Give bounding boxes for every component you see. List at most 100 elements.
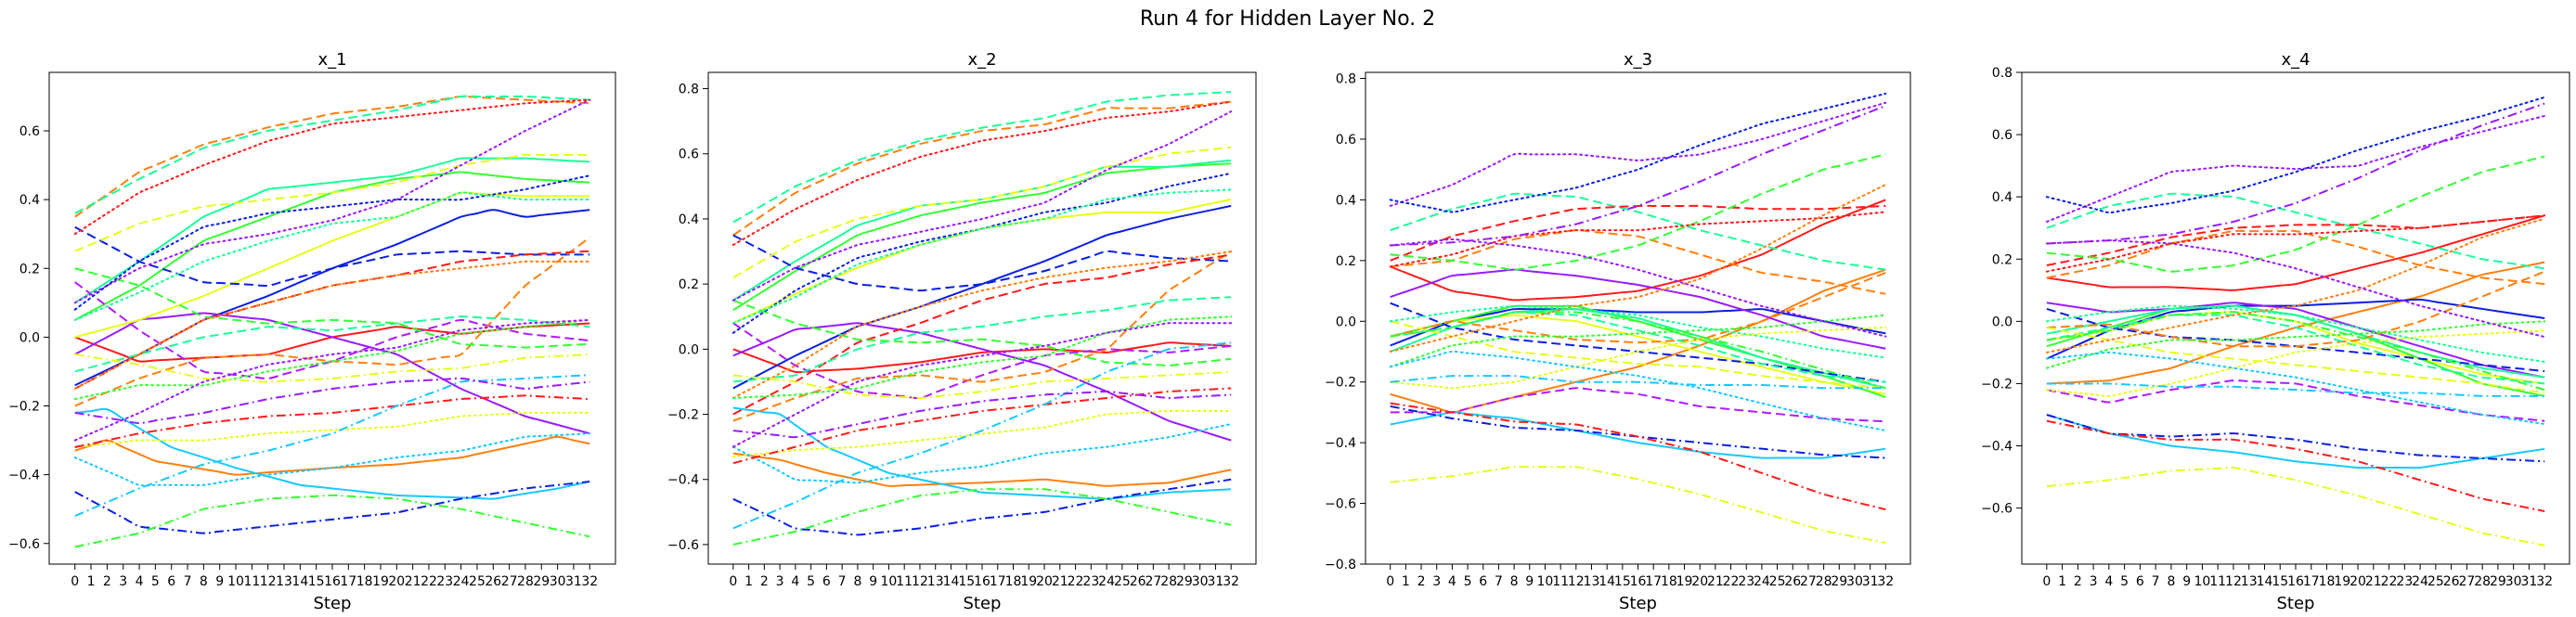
series-line-14 <box>1390 204 1886 262</box>
series-line-17 <box>2046 155 2545 273</box>
series-line-6 <box>74 191 590 339</box>
y-tick-label: −0.4 <box>1981 440 2013 455</box>
x-tick-label: 1 <box>2058 574 2066 589</box>
x-tick-label: 18 <box>1661 574 1677 589</box>
series-line-21 <box>731 251 1233 399</box>
series-line-16 <box>1390 320 1886 390</box>
x-tick-label: 18 <box>2319 574 2336 589</box>
x-tick-label: 21 <box>1052 574 1068 589</box>
series-line-4 <box>732 204 1232 390</box>
series-line-29 <box>74 394 590 448</box>
x-tick-label: 29 <box>1176 574 1193 589</box>
x-tick-label: 5 <box>151 574 160 589</box>
x-tick-label: 13 <box>2241 574 2258 589</box>
x-tick-label: 22 <box>2381 574 2398 589</box>
x-tick-label: 2 <box>2074 574 2082 589</box>
x-tick-label: 30 <box>1846 574 1863 589</box>
axis-title: x_4 <box>2281 50 2310 70</box>
series-line-7 <box>74 171 590 321</box>
series-line-1 <box>2046 214 2545 291</box>
series-line-9 <box>732 100 1232 237</box>
x-tick-label: 24 <box>453 574 470 589</box>
x-tick-label: 2 <box>103 574 111 589</box>
x-tick-label: 16 <box>324 574 341 589</box>
x-tick-label: 22 <box>421 574 437 589</box>
series-line-18 <box>1389 101 1887 207</box>
series-line-2 <box>1390 268 1886 414</box>
y-tick-label: −0.4 <box>1325 436 1356 451</box>
series-line-6 <box>2046 311 2545 385</box>
series-line-13 <box>732 251 1232 422</box>
series-line-8 <box>74 157 590 304</box>
x-tick-label: 19 <box>1676 574 1693 589</box>
series-line-32 <box>74 353 590 383</box>
series-line-6 <box>1390 314 1886 395</box>
series-line-26 <box>73 318 591 442</box>
x-axis-label: Step <box>314 594 352 613</box>
x-tick-label: 32 <box>1223 574 1239 589</box>
x-tick-label: 28 <box>517 574 534 589</box>
series-line-10 <box>732 91 1232 224</box>
x-tick-label: 6 <box>2136 574 2144 589</box>
x-tick-label: 32 <box>2536 574 2553 589</box>
series-line-4 <box>1390 307 1886 347</box>
x-tick-label: 4 <box>791 574 799 589</box>
series-line-23 <box>1389 314 1887 368</box>
y-tick-label: 0.6 <box>19 124 40 139</box>
series-line-2 <box>74 435 590 476</box>
x-tick-label: 29 <box>2490 574 2506 589</box>
x-tick-label: 28 <box>1816 574 1832 589</box>
y-tick-label: −0.8 <box>1325 558 1356 572</box>
series-line-3 <box>732 406 1232 500</box>
x-tick-label: 26 <box>2443 574 2460 589</box>
axis-title: x_1 <box>317 50 346 70</box>
series-line-9 <box>1390 229 1886 295</box>
x-tick-label: 1 <box>744 574 753 589</box>
y-tick-label: 0.2 <box>19 262 40 276</box>
series-line-5 <box>74 312 590 435</box>
x-tick-label: 27 <box>1145 574 1161 589</box>
x-tick-label: 5 <box>807 574 815 589</box>
x-tick-label: 9 <box>2182 574 2191 589</box>
series-line-21 <box>73 260 591 390</box>
series-line-16 <box>732 146 1232 278</box>
x-tick-label: 32 <box>1877 574 1894 589</box>
series-line-27 <box>2046 414 2545 463</box>
y-tick-label: 0.2 <box>1992 252 2013 267</box>
x-tick-label: 21 <box>405 574 421 589</box>
x-tick-label: 11 <box>2209 574 2226 589</box>
series-line-25 <box>1389 350 1887 432</box>
series-line-16 <box>2046 327 2545 394</box>
x-tick-label: 8 <box>200 574 208 589</box>
y-tick-label: 0.6 <box>1336 133 1356 148</box>
x-tick-label: 6 <box>167 574 175 589</box>
x-tick-label: 11 <box>243 574 260 589</box>
y-tick-label: 0.6 <box>679 148 699 162</box>
series-line-6 <box>732 198 1232 325</box>
series-line-25 <box>731 423 1233 484</box>
x-tick-label: 0 <box>729 574 737 589</box>
x-tick-label: 11 <box>896 574 913 589</box>
y-tick-label: −0.4 <box>8 469 40 483</box>
x-tick-label: 15 <box>2272 574 2288 589</box>
x-tick-label: 29 <box>533 574 550 589</box>
series-line-27 <box>74 481 590 534</box>
series-line-1 <box>1390 199 1886 302</box>
series-line-32 <box>732 370 1232 400</box>
x-tick-label: 16 <box>1630 574 1647 589</box>
series-line-32 <box>1390 466 1886 545</box>
y-tick-label: −0.6 <box>667 538 699 553</box>
x-tick-label: 3 <box>1432 574 1441 589</box>
axis-title: x_2 <box>967 50 996 70</box>
x-axis-label: Step <box>2277 594 2315 613</box>
x-tick-label: 7 <box>2152 574 2160 589</box>
series-line-12 <box>732 322 1232 400</box>
x-tick-label: 20 <box>2349 574 2366 589</box>
chart-panels: x_10 1 2 3 4 5 6 7 8 9 10 11 12 13 14 15 16 17 18 19 20 21 22 2… <box>8 50 2570 613</box>
x-tick-label: 2 <box>760 574 769 589</box>
series-line-25 <box>2045 351 2546 426</box>
series-line-3 <box>1390 411 1886 459</box>
x-tick-label: 31 <box>2521 574 2538 589</box>
x-tick-label: 0 <box>71 574 79 589</box>
y-tick-label: 0.4 <box>1336 193 1356 208</box>
